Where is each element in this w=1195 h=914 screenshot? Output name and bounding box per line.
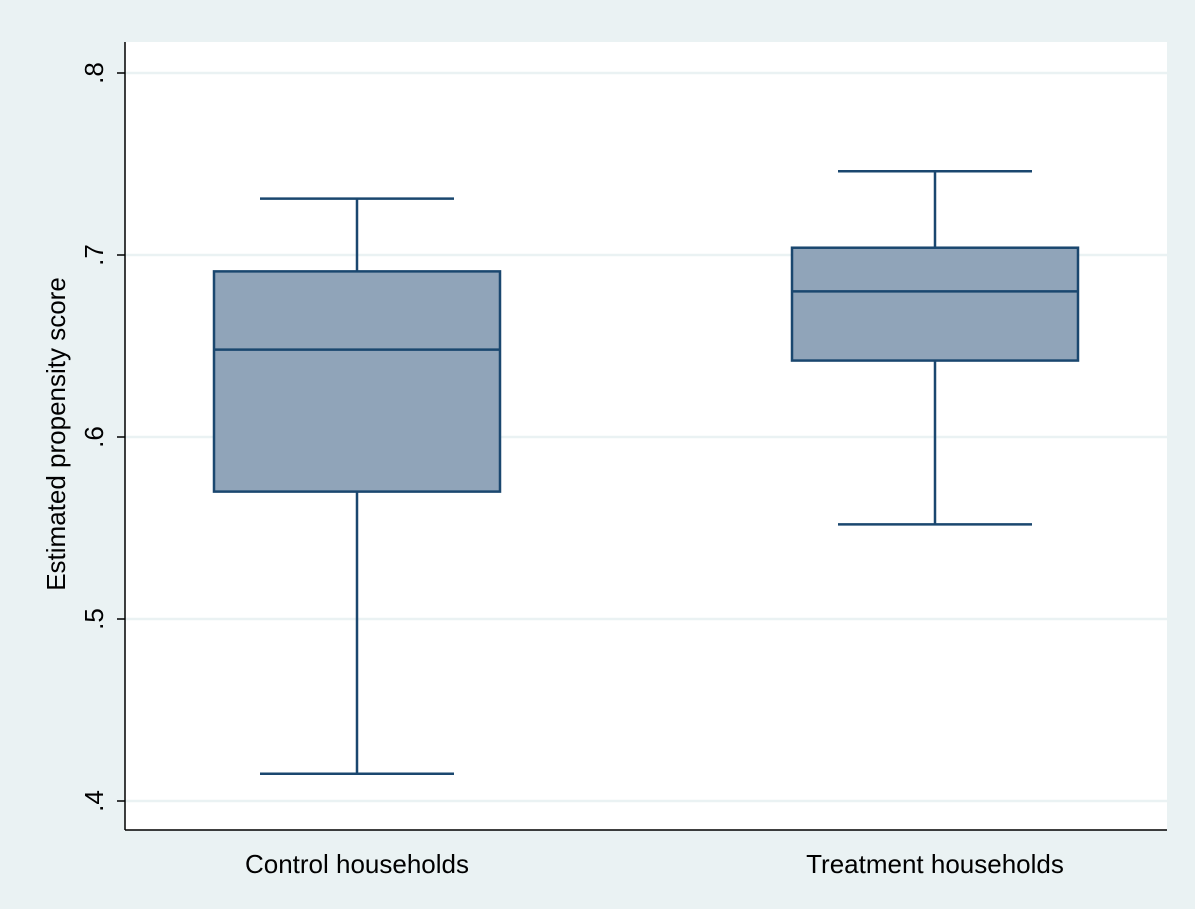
y-tick-label: .4 [79,790,109,812]
axes [124,42,1167,831]
y-tick-label: .7 [79,244,109,266]
y-tick-label: .8 [79,62,109,84]
iqr-box [212,270,502,493]
y-axis-label: Estimated propensity score [41,277,71,591]
boxes [212,170,1080,775]
y-tick-label: .5 [79,608,109,630]
x-tick-labels: Control households Treatment households [245,849,1064,879]
x-tick-label: Control households [245,849,469,879]
x-tick-label: Treatment households [806,849,1064,879]
y-tick-label: .6 [79,426,109,448]
box-group [790,170,1080,526]
y-ticks: .4 .5 .6 .7 .8 [79,62,125,812]
box-group [212,197,502,775]
iqr-box [790,246,1080,362]
